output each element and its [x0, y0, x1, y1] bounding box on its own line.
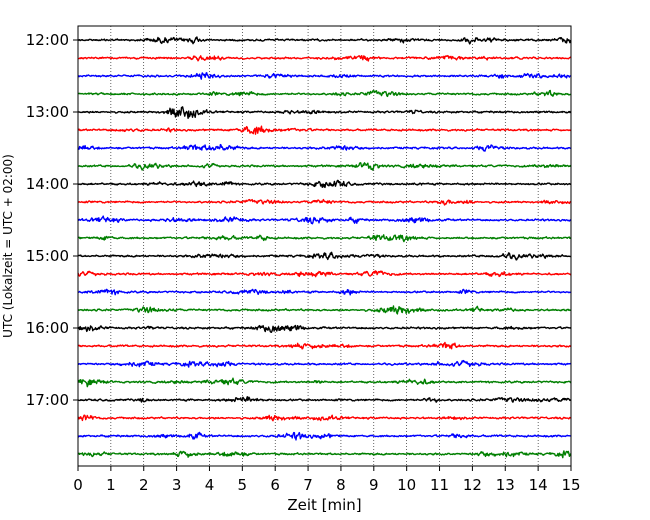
y-tick-label-4: 16:00	[26, 319, 69, 337]
trace-1300	[77, 106, 572, 120]
trace-1745	[77, 450, 572, 459]
seismic-traces	[77, 36, 572, 459]
y-tick-label-1: 13:00	[26, 103, 69, 121]
x-tick-label-4: 4	[205, 476, 215, 494]
x-tick-label-3: 3	[172, 476, 182, 494]
trace-1345	[77, 162, 572, 171]
trace-1430	[77, 215, 572, 225]
trace-1415	[77, 198, 572, 206]
x-tick-label-5: 5	[238, 476, 248, 494]
y-axis-label: UTC (Lokalzeit = UTC + 02:00)	[1, 154, 15, 338]
x-axis-ticks: 0 1 2 3 4 5 6 7 8 9 10 11 12 13 14 15	[73, 466, 581, 494]
trace-1445	[77, 234, 572, 243]
trace-1715	[77, 414, 572, 422]
x-tick-label-10: 10	[397, 476, 416, 494]
y-tick-label-5: 17:00	[26, 391, 69, 409]
trace-1530	[77, 288, 572, 296]
x-tick-label-12: 12	[463, 476, 482, 494]
y-tick-label-0: 12:00	[26, 31, 69, 49]
x-tick-label-0: 0	[73, 476, 83, 494]
trace-1330	[77, 143, 572, 152]
trace-1645	[77, 377, 572, 388]
trace-1700	[77, 396, 572, 403]
trace-1200	[77, 36, 572, 45]
plot-background	[78, 26, 571, 466]
trace-1500	[77, 251, 572, 261]
x-axis-label: Zeit [min]	[287, 496, 361, 514]
y-axis-ticks: 12:00 13:00 14:00 15:00 16:00 17:00	[26, 31, 78, 409]
x-tick-label-14: 14	[529, 476, 548, 494]
x-tick-label-1: 1	[106, 476, 116, 494]
trace-1730	[77, 431, 572, 441]
x-tick-label-15: 15	[561, 476, 580, 494]
x-tick-label-11: 11	[430, 476, 449, 494]
trace-1545	[77, 305, 572, 315]
plot-frame	[77, 25, 572, 467]
x-tick-label-9: 9	[369, 476, 379, 494]
x-tick-label-7: 7	[303, 476, 313, 494]
trace-1215	[77, 54, 572, 62]
trace-1515	[77, 270, 572, 278]
trace-1245	[77, 89, 572, 98]
trace-1400	[77, 179, 572, 189]
trace-1600	[77, 324, 572, 334]
x-tick-label-2: 2	[139, 476, 149, 494]
x-tick-label-8: 8	[336, 476, 346, 494]
y-tick-label-3: 15:00	[26, 247, 69, 265]
trace-1315	[77, 125, 572, 135]
x-tick-label-6: 6	[270, 476, 280, 494]
trace-1630	[77, 359, 572, 368]
trace-1230	[77, 72, 572, 80]
x-tick-label-13: 13	[496, 476, 515, 494]
grid-lines	[110, 26, 539, 466]
trace-1615	[77, 341, 572, 350]
y-tick-label-2: 14:00	[26, 175, 69, 193]
